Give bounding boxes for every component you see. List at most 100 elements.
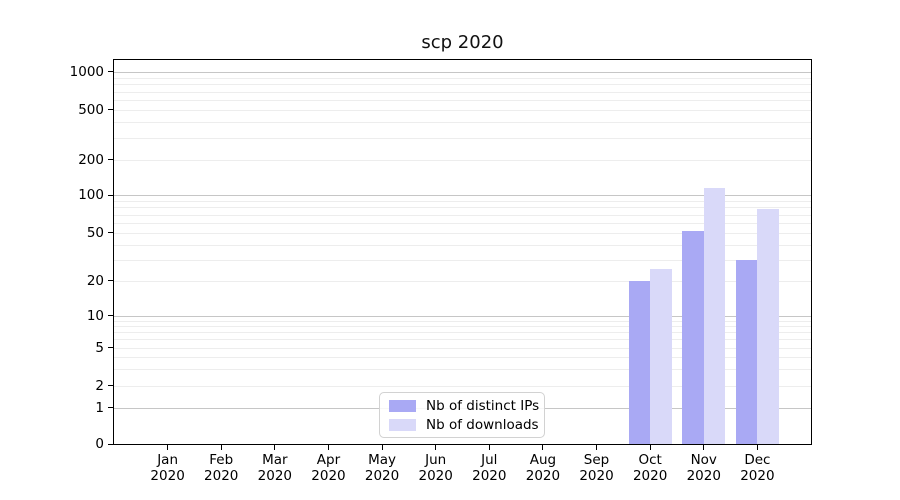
x-tick-mark xyxy=(649,445,651,450)
y-tick-label: 1000 xyxy=(69,63,104,80)
y-tick-label: 0 xyxy=(95,436,104,452)
x-tick-mark xyxy=(381,445,383,450)
y-tick-label: 20 xyxy=(86,272,104,289)
x-tick-year: 2020 xyxy=(579,468,614,484)
bar xyxy=(628,280,651,444)
x-tick-mark xyxy=(703,445,705,450)
x-tick-year: 2020 xyxy=(632,468,668,484)
x-tick-label: Feb 2020 xyxy=(193,452,249,484)
x-tick-mark xyxy=(327,445,329,450)
minor-gridline xyxy=(114,207,811,209)
y-tick-label: 100 xyxy=(78,187,104,203)
minor-gridline xyxy=(114,214,811,216)
legend-label: Nb of downloads xyxy=(426,416,539,433)
y-tick-mark xyxy=(108,71,114,73)
x-tick-label: Jun 2020 xyxy=(408,452,464,484)
y-tick-mark xyxy=(108,347,114,349)
major-gridline xyxy=(114,71,811,73)
y-tick-mark xyxy=(108,232,114,234)
minor-gridline xyxy=(114,326,811,327)
bar xyxy=(757,209,779,444)
x-tick-label: Oct 2020 xyxy=(622,452,678,484)
x-tick-month: Jan xyxy=(157,452,179,468)
minor-gridline xyxy=(114,84,811,86)
legend-item: Nb of downloads xyxy=(380,415,544,434)
x-tick-month: Apr xyxy=(316,452,341,468)
legend-swatch xyxy=(389,418,416,431)
legend-swatch xyxy=(389,399,416,412)
minor-gridline xyxy=(114,244,811,246)
x-tick-month: Oct xyxy=(638,452,662,468)
plot-area xyxy=(113,59,812,445)
x-tick-year: 2020 xyxy=(686,468,721,484)
minor-gridline xyxy=(114,368,811,370)
minor-gridline xyxy=(114,200,811,202)
x-tick-mark xyxy=(274,445,276,450)
minor-gridline xyxy=(114,99,811,101)
y-tick-mark xyxy=(108,159,114,161)
bar xyxy=(703,187,726,444)
x-tick-month: Jun xyxy=(425,452,447,468)
minor-gridline xyxy=(114,347,811,349)
minor-gridline xyxy=(114,339,811,341)
x-tick-label: Jul 2020 xyxy=(461,452,517,484)
minor-gridline xyxy=(114,356,811,358)
bar xyxy=(735,259,758,444)
y-tick-label: 5 xyxy=(95,339,104,356)
x-tick-month: Mar xyxy=(262,452,288,468)
minor-gridline xyxy=(114,320,811,322)
x-tick-month: Aug xyxy=(529,452,557,468)
minor-gridline xyxy=(114,109,811,111)
y-tick-mark xyxy=(108,109,114,111)
y-tick-label: 500 xyxy=(78,101,104,118)
legend-label: Nb of distinct IPs xyxy=(426,397,540,414)
bar xyxy=(650,269,672,444)
y-tick-mark xyxy=(108,385,114,387)
x-tick-label: Jan 2020 xyxy=(140,452,196,484)
x-tick-year: 2020 xyxy=(311,468,346,484)
y-tick-mark xyxy=(108,315,114,317)
y-tick-mark xyxy=(108,443,114,445)
minor-gridline xyxy=(114,385,811,387)
x-tick-year: 2020 xyxy=(418,468,453,484)
x-tick-label: Dec 2020 xyxy=(729,452,785,484)
minor-gridline xyxy=(114,259,811,261)
y-tick-label: 200 xyxy=(78,151,104,168)
x-tick-mark xyxy=(220,445,222,450)
x-tick-year: 2020 xyxy=(257,468,293,484)
y-tick-label: 10 xyxy=(86,307,104,324)
x-tick-label: Mar 2020 xyxy=(247,452,303,484)
major-gridline xyxy=(114,315,811,317)
y-tick-label: 2 xyxy=(95,377,104,394)
x-tick-mark xyxy=(756,445,758,450)
minor-gridline xyxy=(114,159,811,161)
bar xyxy=(682,230,704,444)
minor-gridline xyxy=(114,137,811,139)
x-tick-label: Nov 2020 xyxy=(676,452,732,484)
y-tick-mark xyxy=(108,407,114,409)
legend: Nb of distinct IPs Nb of downloads xyxy=(379,392,545,438)
minor-gridline xyxy=(114,91,811,93)
x-tick-year: 2020 xyxy=(204,468,239,484)
x-tick-label: May 2020 xyxy=(354,452,410,484)
major-gridline xyxy=(114,195,811,196)
y-tick-label: 1 xyxy=(95,399,104,416)
x-tick-mark xyxy=(167,445,169,450)
x-tick-label: Apr 2020 xyxy=(300,452,356,484)
minor-gridline xyxy=(114,122,811,124)
x-tick-month: May xyxy=(368,452,397,468)
legend-item: Nb of distinct IPs xyxy=(380,396,544,415)
x-tick-mark xyxy=(488,445,490,450)
x-tick-year: 2020 xyxy=(740,468,775,484)
y-tick-label: 50 xyxy=(86,224,104,241)
x-tick-month: Dec xyxy=(744,452,771,468)
x-tick-month: Jul xyxy=(481,452,498,468)
minor-gridline xyxy=(114,77,811,79)
y-tick-mark xyxy=(108,194,114,196)
x-tick-label: Sep 2020 xyxy=(569,452,625,484)
minor-gridline xyxy=(114,280,811,282)
x-tick-year: 2020 xyxy=(364,468,400,484)
x-tick-year: 2020 xyxy=(472,468,507,484)
x-tick-year: 2020 xyxy=(150,468,185,484)
